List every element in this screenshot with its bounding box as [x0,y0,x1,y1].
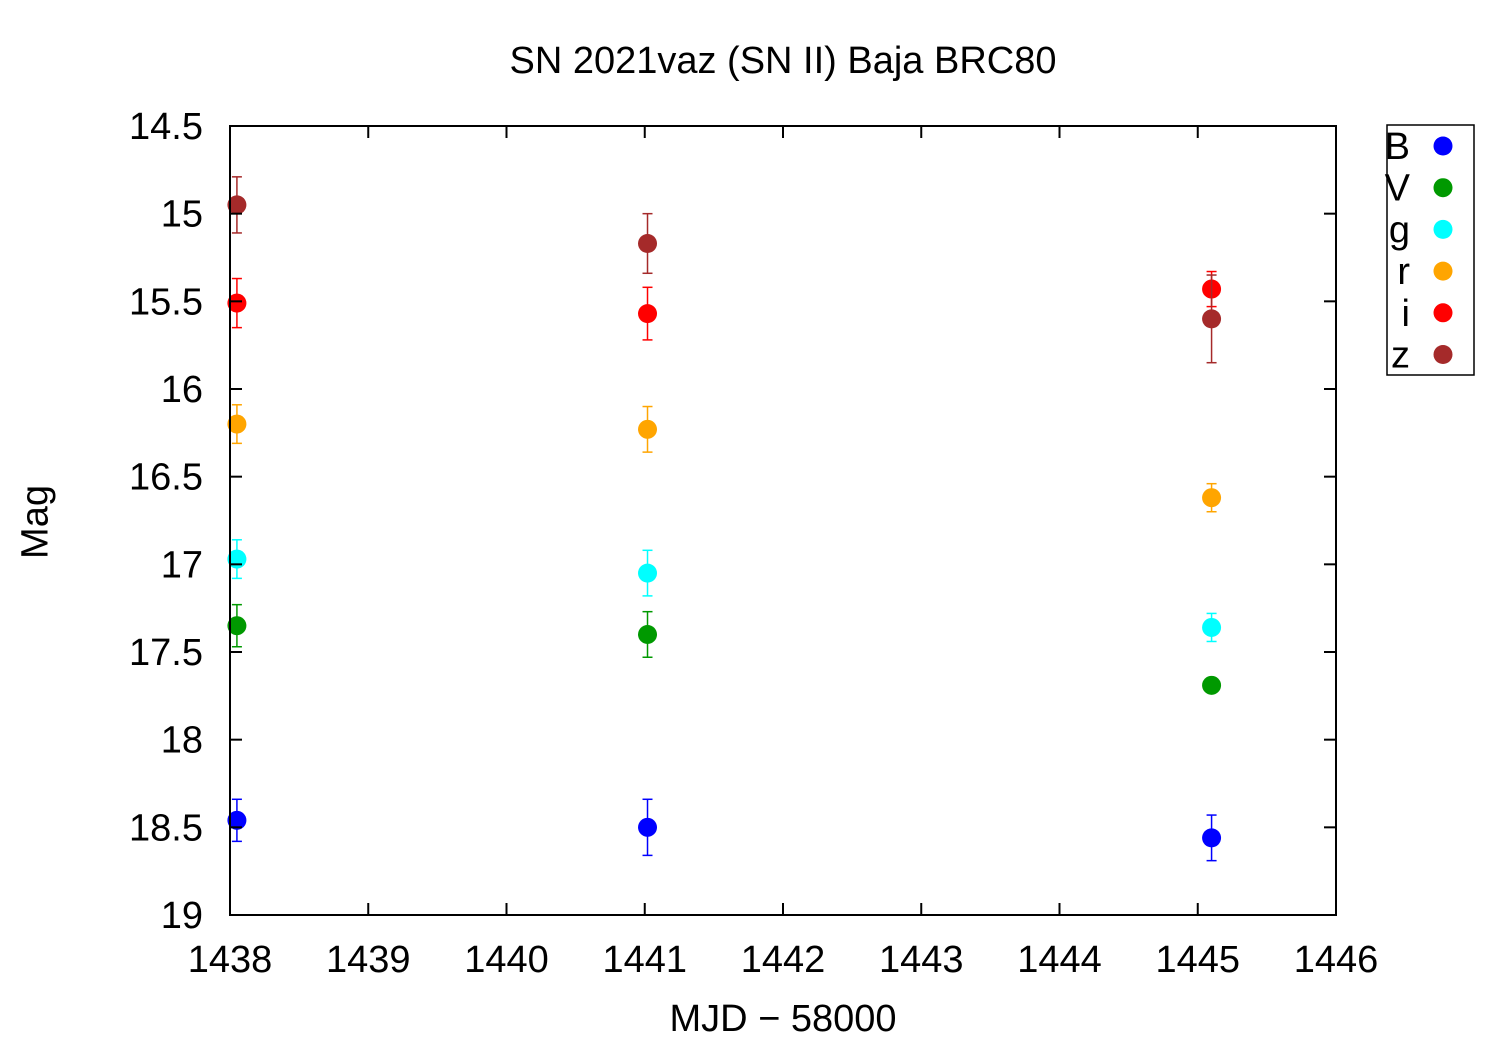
legend-label-z: z [1391,335,1410,377]
data-point-z [1202,309,1222,329]
data-point-z [638,233,658,253]
data-point-B [227,810,247,830]
legend-marker-z [1433,345,1453,364]
y-tick-label: 19 [161,895,203,937]
legend-label-r: r [1397,251,1410,293]
legend-box [1386,124,1475,376]
y-tick-label: 15 [161,194,203,236]
data-point-z [227,195,247,215]
x-tick-label: 1443 [879,939,964,981]
series-r [227,404,1222,513]
x-tick-label: 1445 [1155,939,1240,981]
data-point-r [227,414,247,434]
data-marks [227,176,1222,862]
legend-marker-r [1433,261,1453,281]
x-tick-label: 1444 [1017,939,1102,981]
plot-frame [229,125,1337,916]
x-tick-label: 1439 [326,939,411,981]
x-tick-label: 1441 [602,939,687,981]
data-point-V [1202,675,1222,695]
data-point-V [227,616,247,636]
y-tick-label: 17 [161,544,203,586]
y-tick-label: 16.5 [129,457,203,499]
legend-marker-g [1433,219,1453,239]
legend-marker-V [1433,178,1453,198]
series-B [227,798,1222,862]
y-tick-label: 18 [161,720,203,762]
data-point-i [638,304,658,324]
x-tick-label: 1438 [188,939,273,981]
x-tick-label: 1446 [1294,939,1379,981]
data-point-g [638,563,658,583]
series-V [227,603,1222,695]
data-point-r [1202,488,1222,508]
data-point-B [638,817,658,837]
legend-marker-B [1433,136,1453,156]
series-z [227,176,1222,364]
y-tick-label: 17.5 [129,632,203,674]
legend-label-i: i [1402,293,1410,335]
data-point-B [1202,828,1222,848]
legend-label-V: V [1385,168,1411,210]
series-i [227,270,1222,341]
y-tick-label: 14.5 [129,106,203,148]
legend-marker-i [1433,303,1453,323]
y-tick-label: 15.5 [129,281,203,323]
x-tick-label: 1442 [741,939,826,981]
data-point-r [638,419,658,439]
x-tick-label: 1440 [464,939,549,981]
y-tick-label: 16 [161,369,203,411]
series-g [227,539,1222,643]
axes: 1438 1439 1440 1441 1442 1443 1444 1445 1446 14.5… [129,106,1378,981]
data-point-i [227,293,247,313]
chart-title: SN 2021vaz (SN II) Baja BRC80 [509,40,1057,82]
data-point-V [638,624,658,644]
data-point-g [1202,617,1222,637]
y-tick-label: 18.5 [129,807,203,849]
x-axis-label: MJD − 58000 [669,998,897,1040]
legend-label-g: g [1389,209,1410,251]
legend-label-B: B [1385,126,1410,168]
